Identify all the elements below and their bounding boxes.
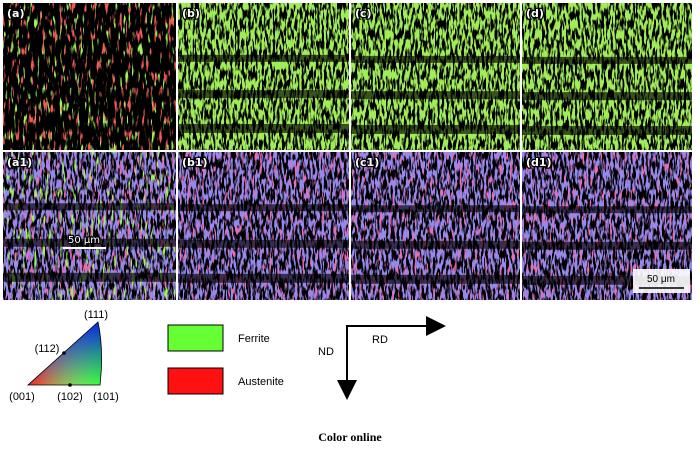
micrograph-panel: (d) — [522, 3, 692, 150]
band — [522, 241, 692, 250]
band — [3, 53, 176, 61]
band — [178, 273, 349, 283]
panel-label: (a1) — [7, 156, 32, 169]
band — [178, 123, 349, 133]
band — [3, 203, 176, 211]
band — [351, 274, 520, 284]
panel-label: (c) — [355, 7, 372, 20]
scale-label: 50 μm — [647, 274, 675, 285]
band — [3, 89, 176, 98]
band — [351, 124, 520, 134]
band — [351, 91, 520, 100]
panel-label: (c1) — [355, 156, 379, 169]
panel-label: (b1) — [182, 156, 208, 169]
band — [522, 125, 692, 135]
micrograph-panel: (a) — [3, 3, 176, 150]
band — [522, 92, 692, 101]
nd-label: ND — [318, 346, 334, 358]
ferrite-swatch — [167, 324, 224, 352]
band — [3, 272, 176, 282]
scale-label: 50 μm — [68, 235, 100, 246]
pole-label: (112) — [35, 343, 60, 355]
band — [178, 239, 349, 248]
panel-label: (d) — [526, 7, 544, 20]
band — [3, 238, 176, 247]
band — [178, 90, 349, 99]
band — [351, 55, 520, 63]
band — [522, 56, 692, 64]
panel-label: (d1) — [526, 156, 552, 169]
micrograph-panel: (c1) — [351, 152, 520, 300]
band — [522, 206, 692, 214]
texture — [522, 3, 692, 150]
panels: (a) (b) (c) (d) (a1) (b1) (c1) (d1) — [3, 3, 692, 300]
band — [178, 204, 349, 212]
pole-label: (102) — [57, 391, 83, 403]
panel-label: (b) — [182, 7, 200, 20]
texture — [3, 3, 176, 150]
rd-label: RD — [372, 334, 388, 346]
caption: Color online — [318, 430, 382, 444]
band — [351, 240, 520, 249]
micrograph-panel: (b1) — [178, 152, 349, 300]
micrograph-panel: (c) — [351, 3, 520, 150]
micrograph-panel: (a1) — [3, 152, 176, 300]
band — [3, 122, 176, 132]
band — [178, 54, 349, 62]
austenite-swatch — [167, 367, 224, 395]
micrograph-panel: (b) — [178, 3, 349, 150]
panel-label: (a) — [7, 7, 24, 20]
pole-label: (111) — [84, 309, 108, 321]
phase-legend: Ferrite Austenite — [167, 324, 284, 395]
pole-label: (101) — [93, 391, 119, 403]
legend-label: Ferrite — [238, 333, 270, 345]
pole-label: (001) — [9, 391, 35, 403]
ipf-legend: (111) (112) (001) (102) (101) — [9, 309, 119, 403]
band — [351, 205, 520, 213]
legend-label: Austenite — [238, 376, 284, 388]
direction-axes: RD ND — [318, 316, 446, 400]
scale-box — [633, 269, 690, 293]
band — [522, 275, 692, 285]
